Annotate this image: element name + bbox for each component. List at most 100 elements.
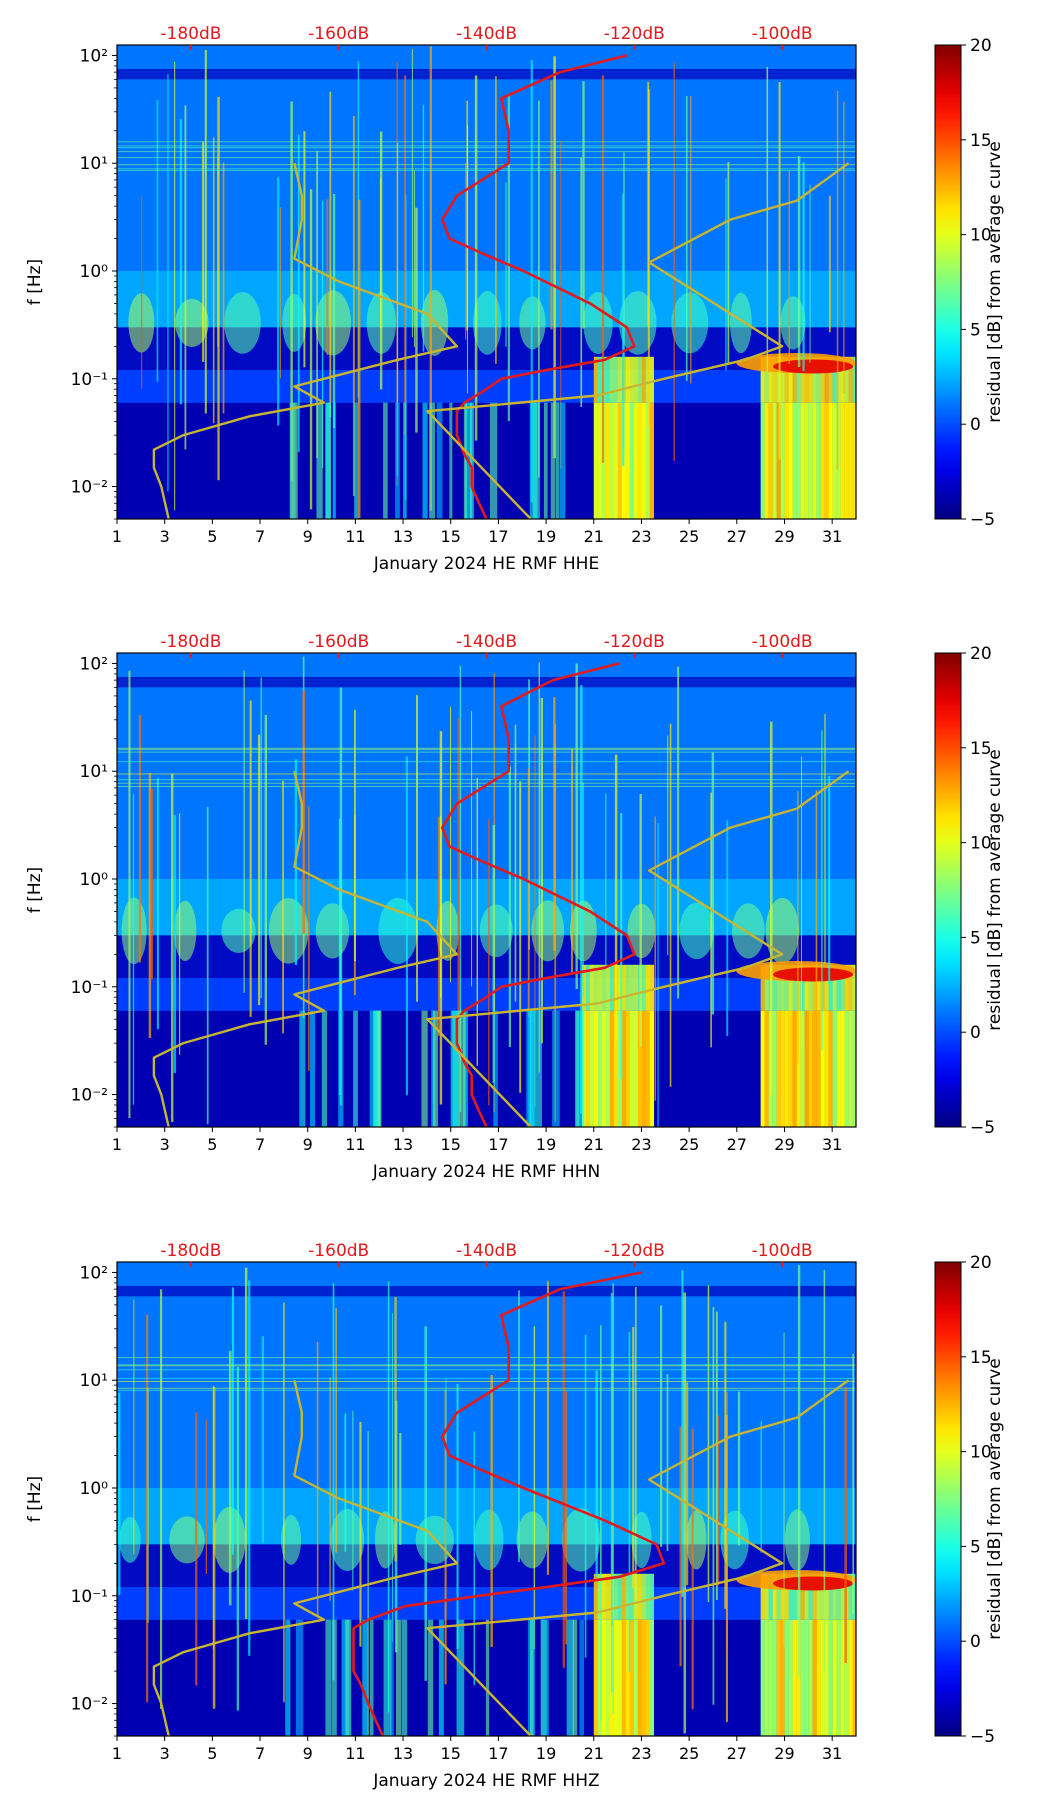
x-tick-label: 17 [488,1744,508,1763]
colorbar: −5 0 5 10 15 20 residual [dB] from average cur… [934,36,1005,530]
y-tick-label: 10⁰ [80,870,109,890]
colorbar-tick-label: 0 [970,415,981,435]
colorbar-tick-label: 10 [970,226,992,246]
x-tick-label: 15 [441,1135,461,1154]
colorbar-tick-label: 5 [970,1537,981,1557]
x-tick-label: 11 [345,1744,365,1763]
colorbar-tick-label: 20 [970,36,992,56]
model-curve [426,162,850,519]
model-curve [426,1379,850,1736]
db-tick-label: -100dB [752,24,813,44]
x-tick-label: 13 [393,527,413,546]
x-tick-label: 17 [488,527,508,546]
x-tick-label: 23 [631,1135,651,1154]
x-tick-label: 19 [536,1135,556,1154]
y-axis-label: f [Hz] [25,867,45,913]
db-tick-label: -100dB [752,632,813,652]
x-tick-label: 5 [207,527,217,546]
x-tick-label: 15 [441,1744,461,1763]
x-tick-label: 7 [255,1744,265,1763]
colorbar-tick-label: 10 [970,834,992,854]
y-tick-label: 10¹ [80,154,108,174]
x-tick-label: 21 [584,527,604,546]
x-tick-label: 3 [160,1135,170,1154]
x-tick-label: 27 [727,1744,747,1763]
x-tick-label: 9 [303,1744,313,1763]
y-axis-label: f [Hz] [25,259,45,305]
x-tick-label: 3 [160,527,170,546]
x-tick-label: 21 [584,1135,604,1154]
average-curve [440,662,636,1127]
x-tick-label: 29 [774,1135,794,1154]
x-tick-label: 11 [345,527,365,546]
x-tick-label: 27 [727,1135,747,1154]
average-curve [352,1271,666,1736]
x-tick-label: 13 [393,1135,413,1154]
colorbar-tick-label: 0 [970,1023,981,1043]
x-tick-label: 5 [207,1135,217,1154]
x-tick-label: 25 [679,1744,699,1763]
y-tick-label: 10⁻² [71,1695,108,1715]
y-tick-label: 10² [80,1263,108,1283]
x-tick-label: 15 [441,527,461,546]
panel-3: 1 3 5 7 9 11 13 15 17 19 21 23 25 27 29 3110⁻²10⁻¹10⁰10… [25,1241,1005,1791]
colorbar-tick-label: 20 [970,1253,992,1273]
x-tick-label: 23 [631,527,651,546]
model-curve [152,1379,459,1736]
x-tick-label: 13 [393,1744,413,1763]
x-tick-label: 29 [774,1744,794,1763]
db-tick-label: -100dB [752,1241,813,1261]
colorbar-tick-label: 15 [970,739,992,759]
x-tick-label: 5 [207,1744,217,1763]
db-tick-label: -160dB [308,24,369,44]
db-tick-label: -180dB [160,24,221,44]
spectrogram-image [117,1262,856,1736]
panel-2: 1 3 5 7 9 11 13 15 17 19 21 23 25 27 29 3110⁻²10⁻¹10⁰10… [25,632,1005,1182]
colorbar-tick-label: 15 [970,1348,992,1368]
colorbar-label: residual [dB] from average curve [985,749,1005,1030]
y-tick-label: 10⁻² [71,1086,108,1106]
colorbar-tick-label: 0 [970,1632,981,1652]
x-tick-label: 1 [112,1135,122,1154]
x-tick-label: 31 [822,1744,842,1763]
colorbar: −5 0 5 10 15 20 residual [dB] from average cur… [934,644,1005,1138]
y-tick-label: 10⁻¹ [71,978,108,998]
colorbar-tick-label: −5 [970,1727,995,1747]
x-tick-label: 3 [160,1744,170,1763]
colorbar-tick-label: 20 [970,644,992,664]
y-tick-label: 10¹ [80,1371,108,1391]
panel-1: 1 3 5 7 9 11 13 15 17 19 21 23 25 27 29 3110⁻²10⁻¹10⁰10… [25,24,1005,574]
y-tick-label: 10⁻¹ [71,370,108,390]
model-curve [426,770,850,1127]
db-tick-label: -120dB [604,1241,665,1261]
x-tick-label: 25 [679,1135,699,1154]
x-tick-label: 19 [536,527,556,546]
x-tick-label: 7 [255,1135,265,1154]
colorbar-label: residual [dB] from average curve [985,1358,1005,1639]
x-tick-label: 9 [303,1135,313,1154]
x-tick-label: 29 [774,527,794,546]
spectrogram-image [117,45,856,519]
x-tick-label: 27 [727,527,747,546]
colorbar-tick-label: −5 [970,510,995,530]
y-tick-label: 10⁻¹ [71,1587,108,1607]
db-tick-label: -120dB [604,632,665,652]
x-tick-label: 31 [822,1135,842,1154]
x-tick-label: 25 [679,527,699,546]
db-tick-label: -160dB [308,632,369,652]
colorbar-tick-label: −5 [970,1118,995,1138]
x-tick-label: 17 [488,1135,508,1154]
y-tick-label: 10⁰ [80,1479,109,1499]
y-tick-label: 10² [80,46,108,66]
y-axis-label: f [Hz] [25,1476,45,1522]
db-tick-label: -180dB [160,632,221,652]
y-tick-label: 10⁰ [80,262,109,282]
db-tick-label: -160dB [308,1241,369,1261]
x-tick-label: 19 [536,1744,556,1763]
db-tick-label: -180dB [160,1241,221,1261]
colorbar-tick-label: 15 [970,131,992,151]
x-tick-label: 31 [822,527,842,546]
x-tick-label: 1 [112,527,122,546]
